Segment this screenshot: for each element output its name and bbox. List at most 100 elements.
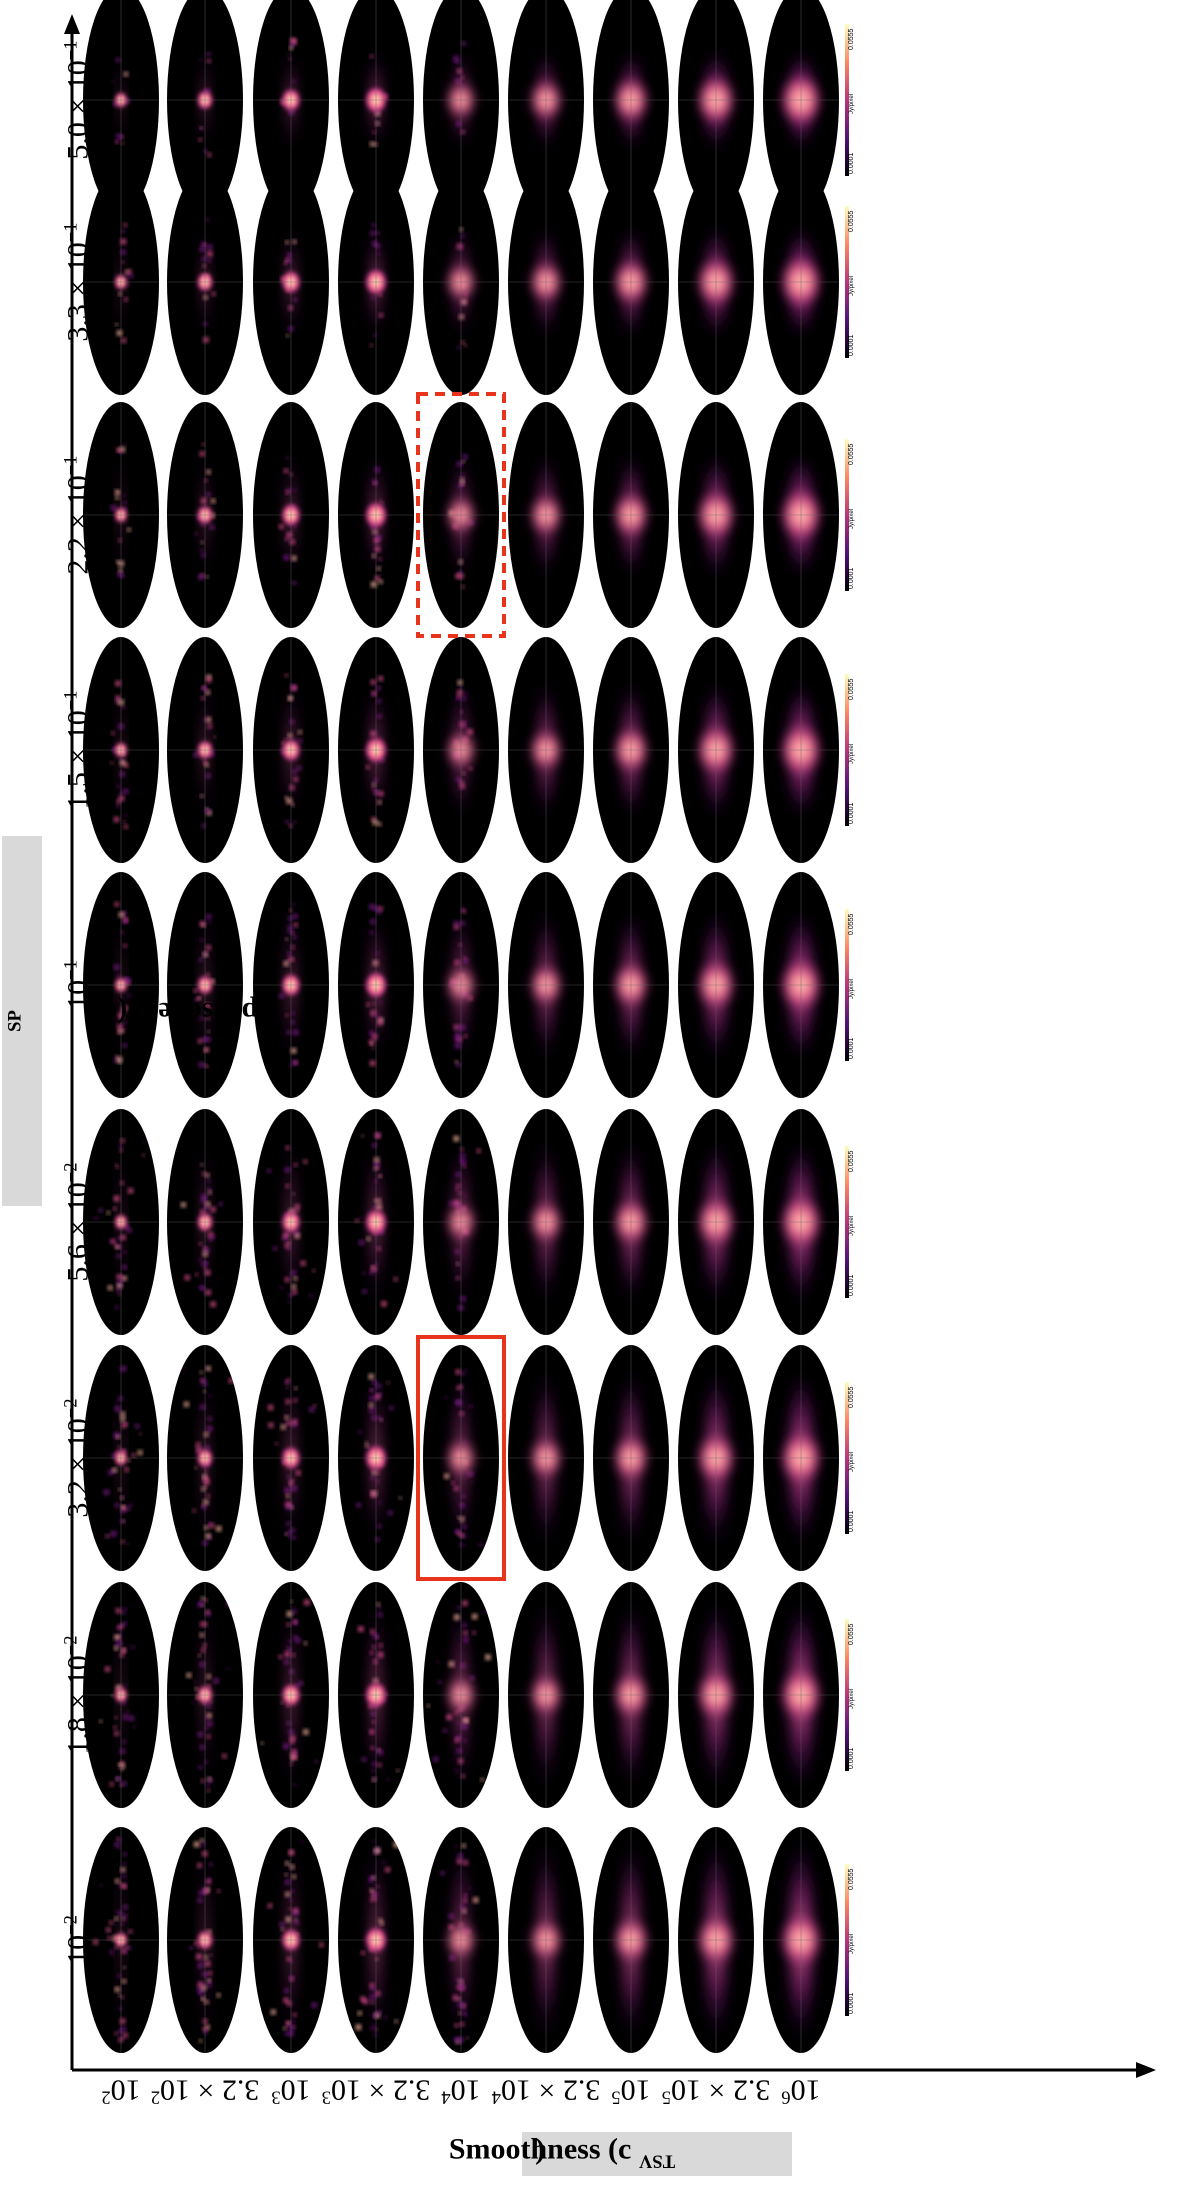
emission-clump [115, 1987, 120, 1992]
emission-clump [228, 1378, 234, 1383]
emission-clump [295, 1638, 301, 1643]
emission-clump [108, 1285, 113, 1290]
emission-clump [115, 700, 119, 704]
result-panel [167, 402, 243, 628]
result-panel [763, 872, 839, 1098]
emission-clump [114, 817, 119, 822]
emission-clump [116, 58, 120, 62]
emission-clump [212, 1234, 216, 1238]
emission-clump [105, 1534, 110, 1538]
colorbar: 0.0001 Jy/pixel 0.0555 [845, 1382, 855, 1534]
emission-clump [114, 1058, 119, 1063]
emission-clump [198, 1654, 201, 1657]
emission-clump [205, 575, 209, 578]
emission-clump [123, 789, 129, 794]
emission-clump [139, 1432, 142, 1435]
emission-clump [204, 1064, 207, 1067]
emission-clump [109, 1949, 114, 1953]
colorbar-unit-label: Jy/pixel [849, 1216, 855, 1236]
emission-clump [208, 1232, 213, 1238]
result-panel [763, 1345, 839, 1571]
result-panel [167, 1345, 243, 1571]
emission-clump [200, 1838, 204, 1842]
result-panel [763, 1827, 839, 2053]
emission-clump [394, 2019, 398, 2023]
result-panel [763, 0, 839, 213]
emission-clump [100, 1883, 103, 1887]
emission-clump [271, 2009, 276, 2015]
emission-clump [377, 910, 382, 915]
emission-clump [115, 1406, 120, 1412]
emission-clump [201, 1603, 204, 1607]
colorbar-unit-label: Jy/pixel [849, 744, 855, 764]
result-panel [167, 1827, 243, 2053]
emission-clump [466, 2036, 469, 2040]
emission-clump [111, 1531, 117, 1537]
emission-clump [300, 1261, 306, 1266]
emission-clump [128, 1929, 132, 1934]
emission-clump [312, 1269, 316, 1272]
emission-clump [440, 1871, 445, 1875]
emission-clump [206, 1611, 211, 1617]
emission-clump [216, 1993, 221, 1997]
result-panel [338, 0, 414, 213]
emission-clump [123, 944, 127, 948]
emission-clump [108, 1469, 114, 1475]
emission-clump [207, 244, 212, 250]
colorbar-min-label: 0.0001 [848, 1510, 855, 1532]
emission-clump [444, 1396, 448, 1399]
emission-clump [374, 906, 379, 911]
emission-clump [386, 1778, 390, 1781]
sparseness-tick-label: 3.2 × 10−2 [60, 1398, 95, 1518]
emission-clump [293, 1610, 297, 1614]
emission-clump [219, 1202, 223, 1206]
emission-clump [472, 1614, 478, 1619]
result-panel [167, 1582, 243, 1808]
emission-clump [202, 443, 205, 446]
result-panel [253, 0, 329, 213]
emission-clump [375, 1133, 380, 1139]
emission-clump [197, 997, 201, 1000]
emission-clump [110, 1952, 114, 1956]
emission-clump [126, 1543, 130, 1546]
emission-clump [311, 2002, 317, 2008]
colorbar-unit-label: Jy/pixel [849, 509, 855, 529]
emission-clump [378, 906, 383, 911]
emission-clump [122, 1043, 127, 1048]
emission-clump [309, 1294, 312, 1297]
emission-clump [309, 1407, 314, 1412]
emission-clump [211, 499, 215, 503]
colorbar-gradient [845, 1619, 849, 1771]
result-panel [423, 402, 499, 628]
emission-clump [121, 1540, 125, 1544]
emission-clump [210, 1207, 216, 1212]
emission-clump [281, 1927, 284, 1931]
emission-clump [116, 447, 121, 452]
emission-clump [123, 820, 126, 823]
colorbar-max-label: 0.0555 [848, 913, 855, 935]
emission-clump [199, 1062, 204, 1067]
result-panel [763, 1582, 839, 1808]
result-panel [678, 1827, 754, 2053]
colorbar-unit-label: Jy/pixel [849, 94, 855, 114]
result-panel [678, 872, 754, 1098]
emission-clump [208, 921, 211, 924]
emission-clump [279, 1922, 284, 1927]
colorbar-gradient [845, 674, 849, 826]
emission-clump [126, 981, 130, 985]
result-panel [338, 1345, 414, 1571]
emission-clump [303, 1729, 309, 1735]
emission-clump [192, 1509, 196, 1513]
result-panel [83, 1827, 159, 2053]
emission-clump [114, 1917, 119, 1921]
smoothness-tick-label: 3.2 × 105 [661, 2073, 771, 2108]
emission-clump [106, 1927, 111, 1932]
emission-clump [268, 1903, 272, 1908]
emission-clump [294, 1386, 298, 1390]
emission-clump [114, 1731, 119, 1736]
emission-clump [363, 1999, 368, 2004]
emission-clump [123, 2033, 128, 2038]
emission-clump [371, 817, 376, 822]
emission-clump [99, 1720, 103, 1723]
emission-clump [472, 1631, 476, 1635]
